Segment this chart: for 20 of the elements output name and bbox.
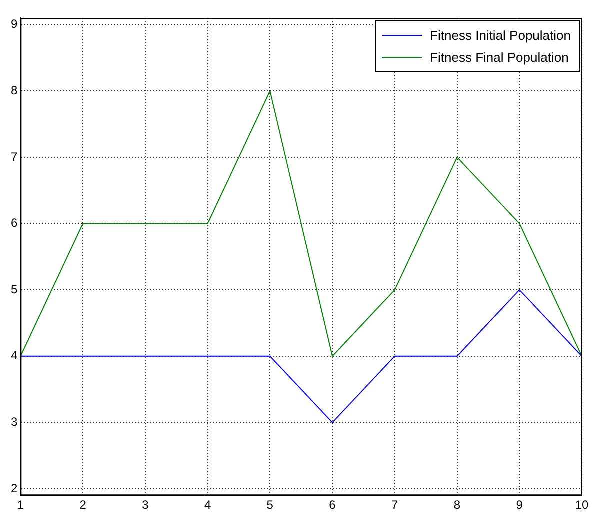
x-tick-label: 10: [575, 498, 589, 512]
y-tick-label: 8: [10, 83, 18, 98]
legend-label: Fitness Initial Population: [430, 28, 571, 43]
x-tick-label: 6: [329, 498, 336, 512]
x-tick-label: 4: [204, 498, 212, 512]
x-tick-label: 9: [516, 498, 524, 512]
x-tick-label: 7: [392, 498, 399, 512]
x-tick-label: 1: [17, 498, 24, 512]
x-tick-label: 5: [266, 498, 274, 512]
y-tick-label: 5: [10, 282, 18, 296]
y-tick-label: 4: [10, 348, 18, 363]
y-tick-label: 9: [10, 17, 18, 32]
y-tick-label: 3: [10, 414, 18, 429]
legend-label: Fitness Final Population: [430, 50, 569, 65]
y-tick-label: 7: [10, 150, 18, 164]
y-tick-label: 2: [10, 481, 18, 496]
y-tick-label: 6: [10, 216, 18, 230]
x-tick-label: 8: [454, 498, 461, 512]
x-tick-label: 2: [80, 498, 87, 512]
x-tick-label: 3: [142, 498, 150, 512]
